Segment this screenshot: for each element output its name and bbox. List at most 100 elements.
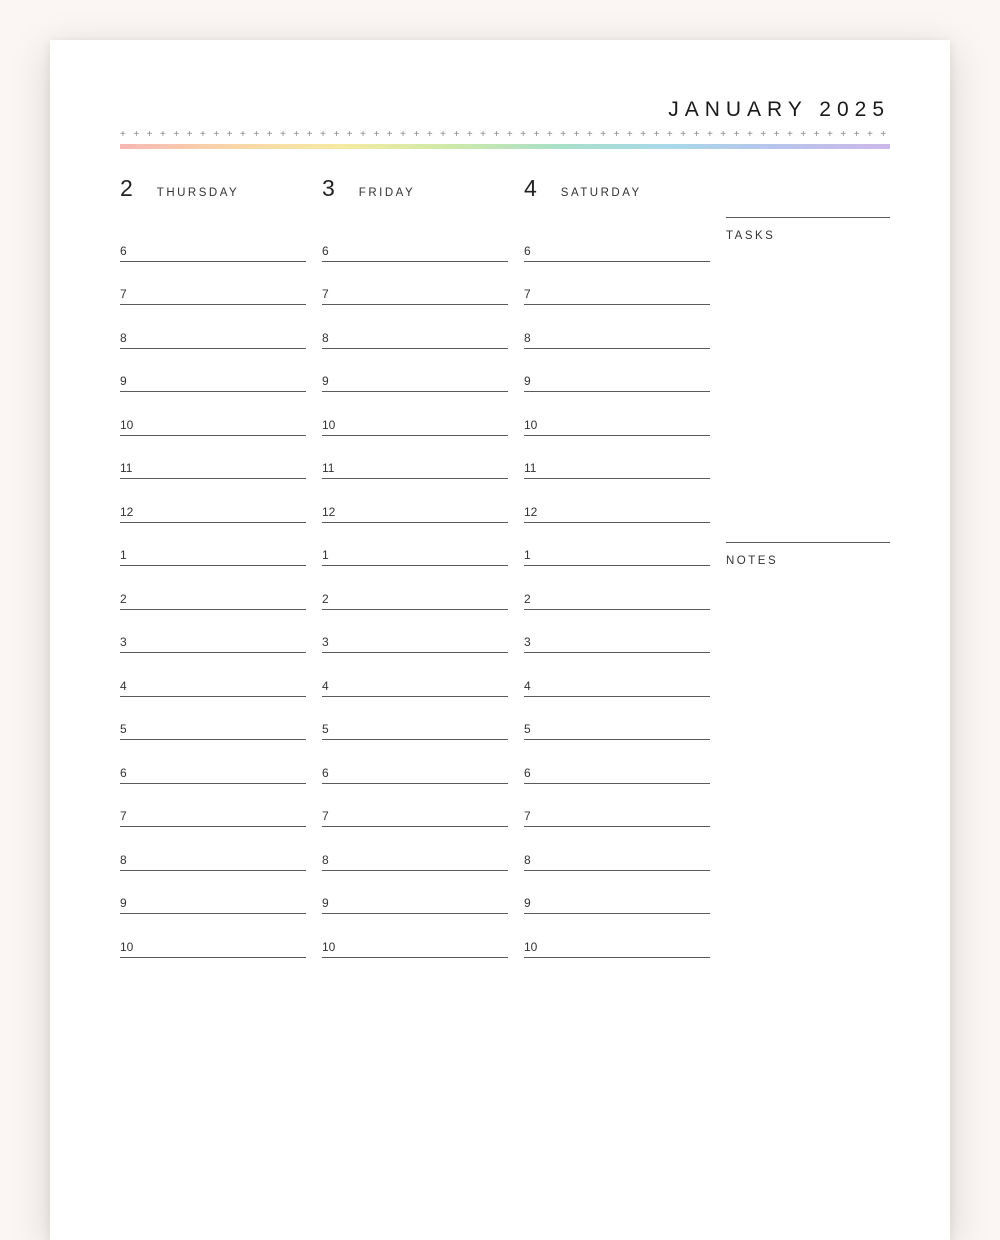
hour-slot: 5 xyxy=(120,697,306,740)
tasks-divider xyxy=(726,217,890,218)
hour-label: 6 xyxy=(120,244,138,258)
hour-slot: 8 xyxy=(120,827,306,870)
hour-slot: 2 xyxy=(524,566,710,609)
hour-slot: 5 xyxy=(322,697,508,740)
hour-label: 3 xyxy=(524,635,542,649)
hour-label: 1 xyxy=(524,548,542,562)
hour-slot: 11 xyxy=(120,436,306,479)
hour-slot: 3 xyxy=(524,610,710,653)
hour-label: 7 xyxy=(524,287,542,301)
hour-label: 2 xyxy=(322,592,340,606)
hour-label: 10 xyxy=(322,418,340,432)
hour-slot: 8 xyxy=(322,305,508,348)
hour-label: 5 xyxy=(524,722,542,736)
hour-slot: 3 xyxy=(322,610,508,653)
hour-slot: 9 xyxy=(524,349,710,392)
tasks-section: TASKS xyxy=(726,217,890,542)
day-name: FRIDAY xyxy=(359,187,415,199)
hour-slots: 678910111212345678910 xyxy=(120,218,306,958)
hour-label: 12 xyxy=(322,505,340,519)
hour-slot: 5 xyxy=(524,697,710,740)
hour-label: 7 xyxy=(322,809,340,823)
day-column-friday: 3 FRIDAY 678910111212345678910 xyxy=(322,175,508,958)
hour-label: 6 xyxy=(524,244,542,258)
hour-slot: 11 xyxy=(322,436,508,479)
hour-label: 1 xyxy=(322,548,340,562)
hour-slot: 12 xyxy=(524,479,710,522)
hour-slots: 678910111212345678910 xyxy=(322,218,508,958)
tasks-space xyxy=(726,242,890,542)
hour-label: 10 xyxy=(120,940,138,954)
hour-slot: 4 xyxy=(322,653,508,696)
hour-label: 10 xyxy=(322,940,340,954)
hour-slot: 8 xyxy=(524,305,710,348)
sidebar-column: TASKS NOTES xyxy=(726,175,890,958)
hour-slot: 3 xyxy=(120,610,306,653)
hour-slot: 10 xyxy=(322,914,508,957)
hour-slots: 678910111212345678910 xyxy=(524,218,710,958)
hour-label: 6 xyxy=(120,766,138,780)
hour-label: 11 xyxy=(322,461,340,475)
hour-label: 6 xyxy=(322,766,340,780)
hour-slot: 10 xyxy=(322,392,508,435)
hour-slot: 9 xyxy=(322,349,508,392)
hour-slot: 7 xyxy=(120,784,306,827)
day-column-saturday: 4 SATURDAY 678910111212345678910 xyxy=(524,175,710,958)
planner-page: JANUARY 2025 +++++++++++++++++++++++++++… xyxy=(50,40,950,1240)
hour-slot: 6 xyxy=(524,218,710,261)
hour-slot: 12 xyxy=(120,479,306,522)
hour-slot: 6 xyxy=(120,218,306,261)
hour-label: 6 xyxy=(524,766,542,780)
hour-label: 9 xyxy=(120,374,138,388)
hour-label: 7 xyxy=(120,287,138,301)
day-column-thursday: 2 THURSDAY 678910111212345678910 xyxy=(120,175,306,958)
hour-slot: 1 xyxy=(120,523,306,566)
hour-label: 4 xyxy=(322,679,340,693)
hour-label: 8 xyxy=(120,853,138,867)
hour-slot: 9 xyxy=(524,871,710,914)
hour-label: 11 xyxy=(524,461,542,475)
day-number: 2 xyxy=(120,175,133,202)
notes-space xyxy=(726,567,890,867)
hour-label: 10 xyxy=(120,418,138,432)
hour-slot: 10 xyxy=(524,392,710,435)
hour-label: 9 xyxy=(322,374,340,388)
hour-slot: 10 xyxy=(120,914,306,957)
hour-slot: 8 xyxy=(120,305,306,348)
hour-label: 1 xyxy=(120,548,138,562)
hour-label: 4 xyxy=(120,679,138,693)
hour-slot: 7 xyxy=(322,784,508,827)
hour-label: 8 xyxy=(120,331,138,345)
hour-slot: 8 xyxy=(524,827,710,870)
hour-label: 5 xyxy=(120,722,138,736)
hour-label: 2 xyxy=(524,592,542,606)
hour-label: 6 xyxy=(322,244,340,258)
hour-slot: 6 xyxy=(322,218,508,261)
hour-label: 9 xyxy=(322,896,340,910)
hour-slot: 2 xyxy=(120,566,306,609)
decorative-plus-row: ++++++++++++++++++++++++++++++++++++++++… xyxy=(120,128,890,142)
hour-label: 4 xyxy=(524,679,542,693)
hour-slot: 6 xyxy=(524,740,710,783)
hour-line xyxy=(322,957,508,958)
notes-divider xyxy=(726,542,890,543)
hour-slot: 6 xyxy=(322,740,508,783)
hour-slot: 6 xyxy=(120,740,306,783)
hour-label: 5 xyxy=(322,722,340,736)
day-name: SATURDAY xyxy=(561,187,642,199)
hour-label: 7 xyxy=(322,287,340,301)
hour-slot: 1 xyxy=(524,523,710,566)
hour-slot: 7 xyxy=(322,262,508,305)
hour-label: 3 xyxy=(120,635,138,649)
notes-label: NOTES xyxy=(726,555,890,567)
hour-label: 2 xyxy=(120,592,138,606)
hour-label: 9 xyxy=(524,374,542,388)
hour-slot: 4 xyxy=(524,653,710,696)
hour-slot: 11 xyxy=(524,436,710,479)
hour-slot: 7 xyxy=(120,262,306,305)
tasks-label: TASKS xyxy=(726,230,890,242)
hour-line xyxy=(120,957,306,958)
hour-slot: 7 xyxy=(524,262,710,305)
hour-label: 9 xyxy=(120,896,138,910)
hour-label: 9 xyxy=(524,896,542,910)
